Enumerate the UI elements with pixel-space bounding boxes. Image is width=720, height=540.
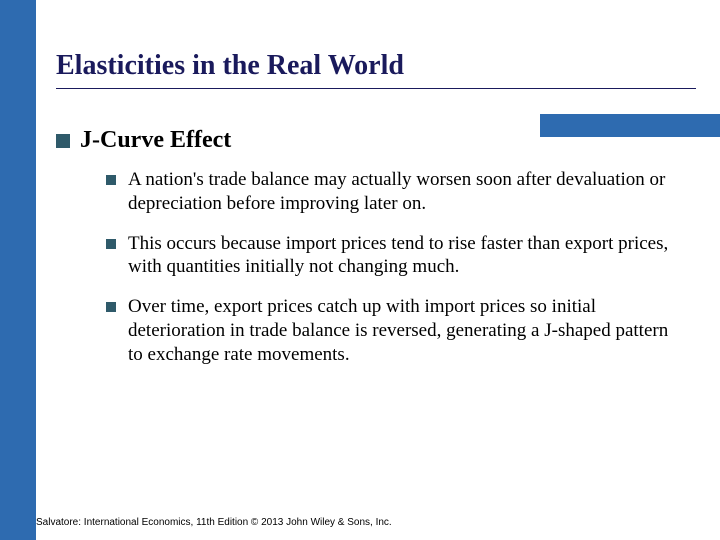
footer-citation: Salvatore: International Economics, 11th…	[36, 517, 392, 528]
bullet-item: A nation's trade balance may actually wo…	[106, 168, 682, 216]
bullet-text: Over time, export prices catch up with i…	[128, 295, 682, 366]
square-bullet-icon	[56, 134, 70, 148]
bullet-item: This occurs because import prices tend t…	[106, 232, 682, 280]
square-bullet-icon	[106, 239, 116, 249]
bullet-text: This occurs because import prices tend t…	[128, 232, 682, 280]
side-blue-band	[0, 0, 36, 540]
heading-text: J-Curve Effect	[80, 127, 231, 154]
slide-title: Elasticities in the Real World	[56, 50, 696, 89]
bullet-text: A nation's trade balance may actually wo…	[128, 168, 682, 216]
heading-row: J-Curve Effect	[56, 127, 696, 154]
slide-content: Elasticities in the Real World J-Curve E…	[56, 50, 696, 382]
square-bullet-icon	[106, 175, 116, 185]
square-bullet-icon	[106, 302, 116, 312]
bullet-item: Over time, export prices catch up with i…	[106, 295, 682, 366]
